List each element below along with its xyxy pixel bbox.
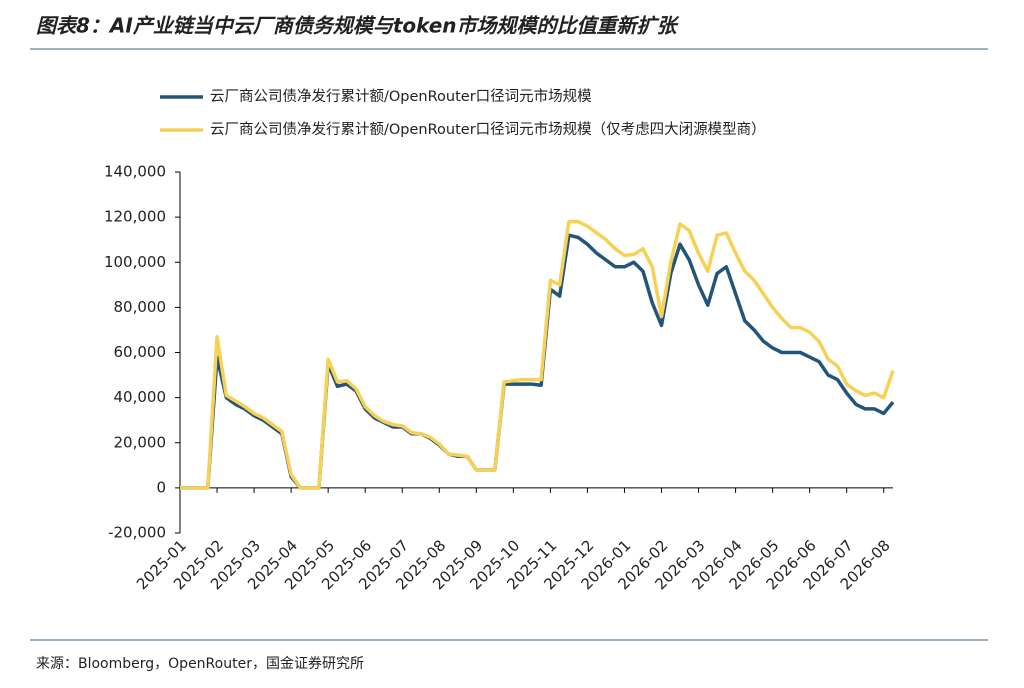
source-note: 来源：Bloomberg，OpenRouter，国金证券研究所 xyxy=(36,656,364,672)
y-tick-label: 20,000 xyxy=(114,433,167,451)
chart-title: 图表8：AI产业链当中云厂商债务规模与token市场规模的比值重新扩张 xyxy=(36,14,680,38)
y-tick-label: 60,000 xyxy=(114,343,167,361)
legend-label: 云厂商公司债净发行累计额/OpenRouter口径词元市场规模（仅考虑四大闭源模… xyxy=(210,121,766,138)
y-tick-label: 100,000 xyxy=(104,253,166,271)
y-tick-label: 40,000 xyxy=(114,388,167,406)
y-tick-label: 120,000 xyxy=(104,208,166,226)
legend-label: 云厂商公司债净发行累计额/OpenRouter口径词元市场规模 xyxy=(210,88,592,105)
series-line xyxy=(180,219,895,490)
y-tick-label: 0 xyxy=(156,478,166,496)
y-tick-label: 140,000 xyxy=(104,163,166,181)
y-tick-label: 80,000 xyxy=(114,298,167,316)
y-tick-label: -20,000 xyxy=(108,524,166,542)
